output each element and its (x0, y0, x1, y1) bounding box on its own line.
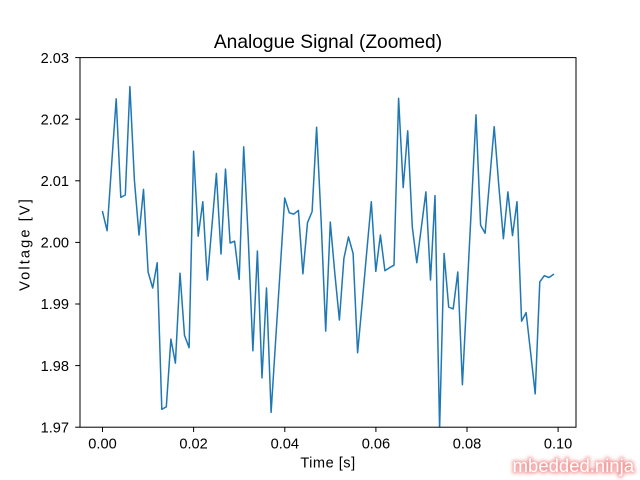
svg-text:2.00: 2.00 (41, 236, 69, 252)
svg-text:0.02: 0.02 (179, 437, 207, 453)
svg-text:Voltage [V]: Voltage [V] (18, 197, 34, 291)
svg-text:1.99: 1.99 (41, 297, 69, 313)
svg-text:1.98: 1.98 (41, 359, 69, 375)
svg-text:0.10: 0.10 (544, 437, 572, 453)
svg-text:Analogue Signal (Zoomed): Analogue Signal (Zoomed) (214, 32, 442, 53)
svg-text:0.04: 0.04 (271, 437, 299, 453)
svg-text:2.01: 2.01 (41, 174, 69, 190)
svg-text:0.06: 0.06 (362, 437, 390, 453)
svg-text:mbedded.ninja: mbedded.ninja (513, 455, 635, 476)
svg-text:Time [s]: Time [s] (300, 455, 355, 471)
svg-text:0.08: 0.08 (453, 437, 481, 453)
svg-text:1.97: 1.97 (41, 420, 69, 436)
svg-text:0.00: 0.00 (88, 437, 116, 453)
svg-text:2.03: 2.03 (41, 51, 69, 67)
svg-text:mbedded.ninja: mbedded.ninja (513, 455, 635, 476)
svg-text:2.02: 2.02 (41, 112, 69, 128)
